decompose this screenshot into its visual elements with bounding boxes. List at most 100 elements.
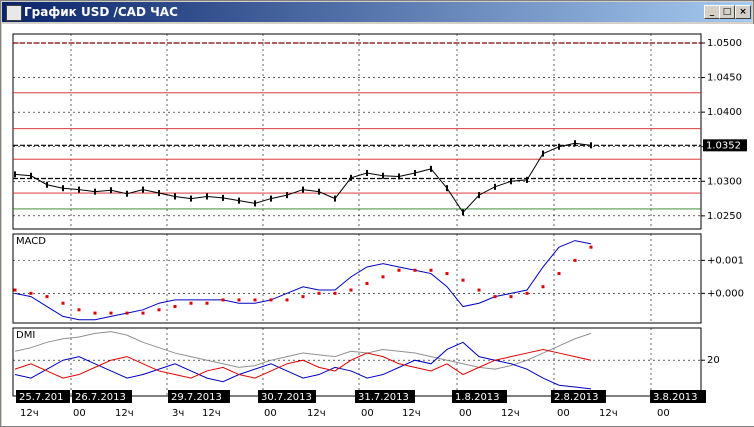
signal-dot (333, 291, 337, 295)
price-bar (494, 183, 496, 190)
date-box (551, 390, 606, 403)
price-bar (446, 185, 448, 192)
y-tick-label: 1.0400 (707, 107, 742, 118)
price-bar (94, 188, 96, 195)
date-box (16, 390, 70, 403)
date-box (452, 390, 507, 403)
window-title: График USD /CAD ЧАС (24, 5, 178, 19)
time-label: 00 (264, 408, 277, 419)
signal-dot (509, 295, 513, 299)
price-bar (318, 188, 320, 195)
date-label: 3.8.2013 (653, 392, 698, 403)
signal-dot (413, 268, 417, 272)
signal-dot (285, 298, 289, 302)
y-tick-label: 1.0250 (707, 211, 742, 222)
date-box (355, 390, 415, 403)
signal-dot (541, 285, 545, 289)
signal-dot (381, 275, 385, 279)
price-bar (414, 169, 416, 176)
price-bar (190, 195, 192, 202)
price-bar (110, 187, 112, 194)
chart-background (2, 24, 754, 426)
close-button[interactable]: × (735, 5, 751, 19)
date-label: 31.7.2013 (358, 392, 409, 403)
series-line (14, 331, 592, 370)
price-bar (398, 173, 400, 180)
signal-dot (477, 288, 481, 292)
date-label: 29.7.2013 (171, 392, 222, 403)
maximize-button[interactable]: □ (719, 5, 735, 19)
price-bar (334, 195, 336, 202)
price-bar (462, 209, 464, 216)
time-label: 12ч (501, 408, 520, 419)
signal-dot (45, 295, 49, 299)
panel-frame (12, 233, 702, 324)
price-bar (62, 185, 64, 192)
price-bar (558, 143, 560, 150)
series-line (14, 348, 592, 379)
price-bar (174, 193, 176, 200)
panel-title: DMI (16, 330, 35, 341)
y-tick-label: 1.0300 (707, 176, 742, 187)
signal-dot (109, 311, 113, 315)
signal-dot (525, 291, 529, 295)
time-label: 12ч (402, 408, 421, 419)
signal-dot (125, 311, 129, 315)
price-bar (302, 186, 304, 193)
signal-dot (237, 298, 241, 302)
time-label: 00 (73, 408, 86, 419)
price-bar (142, 186, 144, 193)
price-bar (574, 140, 576, 147)
signal-dot (29, 291, 33, 295)
date-box (650, 390, 706, 403)
y-tick-label: +0.000 (707, 288, 744, 299)
price-bar (270, 195, 272, 202)
time-label: 00 (657, 408, 670, 419)
date-label: 2.8.2013 (554, 392, 599, 403)
signal-dot (461, 278, 465, 282)
signal-dot (301, 295, 305, 299)
price-bar (30, 172, 32, 179)
signal-dot (429, 268, 433, 272)
price-bar (478, 192, 480, 199)
signal-dot (557, 272, 561, 276)
price-bar (222, 194, 224, 201)
price-bar (350, 174, 352, 181)
signal-dot (13, 288, 17, 292)
price-bar (430, 165, 432, 172)
date-label: 25.7.201 (19, 392, 64, 403)
price-bar (382, 172, 384, 179)
app-icon (6, 5, 22, 21)
date-label: 30.7.2013 (261, 392, 312, 403)
panel-title: MACD (16, 236, 46, 247)
signal-dot (253, 298, 257, 302)
signal-dot (589, 245, 593, 249)
chart: 1.02501.03001.03501.04001.04501.05001.03… (2, 24, 754, 426)
signal-dot (349, 288, 353, 292)
y-tick-label: 20 (707, 355, 720, 366)
y-tick-label: 1.0450 (707, 73, 742, 84)
signal-dot (93, 311, 97, 315)
signal-dot (493, 295, 497, 299)
signal-dot (141, 311, 145, 315)
price-bar (366, 169, 368, 176)
price-bar (206, 193, 208, 200)
signal-dot (269, 298, 273, 302)
minimize-button[interactable]: _ (704, 5, 720, 19)
signal-dot (365, 281, 369, 285)
date-box (72, 390, 132, 403)
signal-dot (445, 272, 449, 276)
date-box (258, 390, 316, 403)
signal-dot (317, 291, 321, 295)
time-label: 3ч (172, 408, 184, 419)
date-box (168, 390, 230, 403)
price-bar (78, 186, 80, 193)
price-bar (286, 192, 288, 199)
time-label: 12ч (202, 408, 221, 419)
signal-dot (189, 301, 193, 305)
price-bar (14, 171, 16, 178)
y-tick-label: +0.001 (707, 255, 744, 266)
time-label: 00 (361, 408, 374, 419)
signal-dot (397, 268, 401, 272)
